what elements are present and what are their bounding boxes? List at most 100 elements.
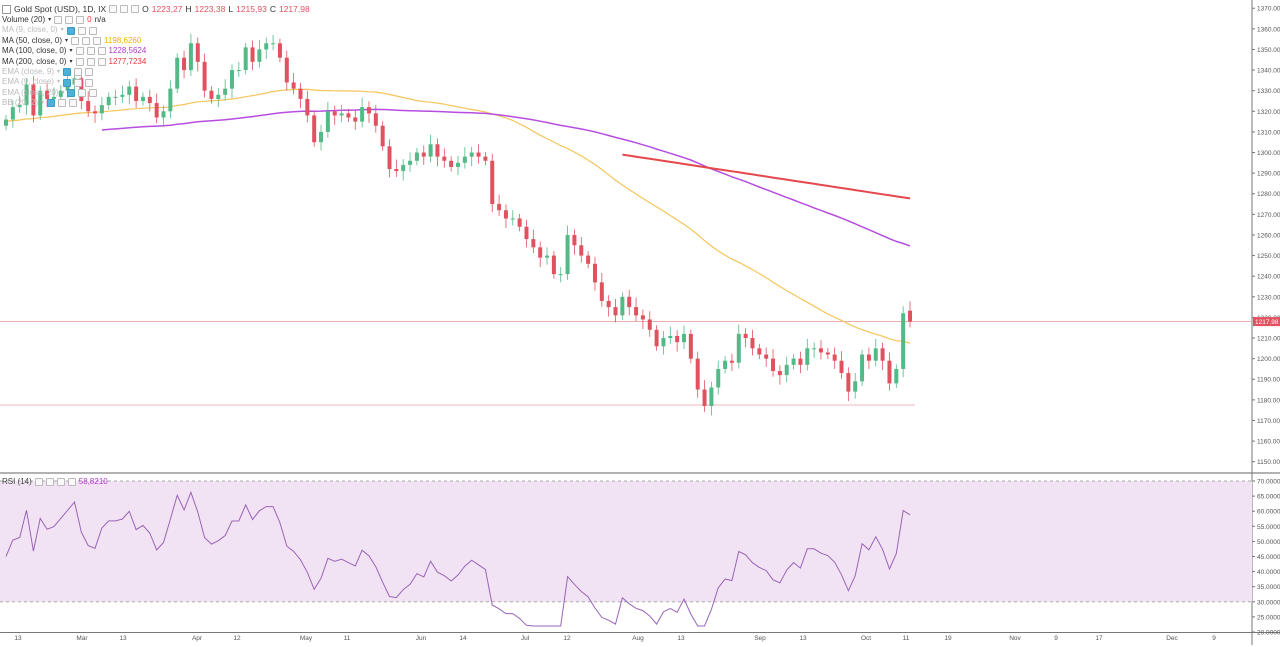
candle-body[interactable] — [45, 90, 50, 99]
candle-body[interactable] — [675, 335, 680, 343]
indicator-control-button[interactable] — [69, 99, 78, 108]
candle-body[interactable] — [134, 86, 139, 101]
candle-body[interactable] — [812, 348, 817, 350]
chevron-down-icon[interactable]: ▾ — [60, 27, 64, 34]
candle-body[interactable] — [538, 247, 543, 258]
indicator-control-button[interactable] — [86, 47, 95, 56]
candle-body[interactable] — [305, 98, 310, 116]
candle-body[interactable] — [236, 70, 241, 72]
candle-body[interactable] — [127, 86, 132, 95]
candle-body[interactable] — [394, 169, 399, 172]
candle-body[interactable] — [592, 263, 597, 283]
candle-body[interactable] — [401, 164, 406, 172]
candle-body[interactable] — [565, 234, 570, 275]
candle-body[interactable] — [647, 319, 652, 330]
rsi-hide-button[interactable] — [34, 477, 43, 486]
candle-body[interactable] — [860, 354, 865, 382]
indicator-control-button[interactable] — [54, 16, 63, 25]
indicator-control-button[interactable] — [58, 99, 67, 108]
candle-body[interactable] — [188, 43, 193, 71]
indicator-row[interactable]: BB (20, 2) ▾ — [2, 98, 310, 108]
candle-body[interactable] — [31, 84, 36, 116]
candle-body[interactable] — [469, 152, 474, 157]
more-button[interactable] — [131, 5, 140, 13]
candle-body[interactable] — [202, 61, 207, 91]
candle-body[interactable] — [497, 204, 502, 211]
candle-body[interactable] — [216, 94, 221, 99]
candle-body[interactable] — [490, 160, 495, 205]
indicator-control-button[interactable] — [66, 26, 75, 35]
candle-body[interactable] — [257, 49, 262, 62]
candle-body[interactable] — [195, 43, 200, 62]
candle-body[interactable] — [360, 107, 365, 122]
candle-body[interactable] — [579, 245, 584, 256]
candle-body[interactable] — [908, 310, 912, 322]
indicator-row[interactable]: MA (50, close, 0) ▾ 1198,6260 — [2, 36, 310, 46]
chevron-down-icon[interactable]: ▾ — [41, 100, 45, 107]
candle-body[interactable] — [894, 368, 899, 384]
candle-body[interactable] — [99, 105, 104, 114]
candle-body[interactable] — [887, 360, 892, 384]
candle-body[interactable] — [531, 239, 536, 248]
candle-body[interactable] — [771, 358, 776, 372]
indicator-control-button[interactable] — [71, 36, 80, 45]
candle-body[interactable] — [702, 389, 707, 407]
indicator-control-button[interactable] — [65, 16, 74, 25]
candle-body[interactable] — [627, 296, 632, 308]
candle-body[interactable] — [428, 144, 433, 157]
candle-body[interactable] — [777, 371, 782, 376]
indicator-row[interactable]: MA (100, close, 0) ▾ 1228,5624 — [2, 46, 310, 56]
indicator-control-button[interactable] — [85, 68, 94, 77]
indicator-control-button[interactable] — [74, 68, 83, 77]
chevron-down-icon[interactable]: ▾ — [57, 79, 61, 86]
candle-body[interactable] — [113, 96, 118, 98]
candle-body[interactable] — [798, 358, 803, 365]
indicator-control-button[interactable] — [67, 88, 76, 97]
candle-body[interactable] — [442, 156, 447, 161]
indicator-control-button[interactable] — [97, 57, 106, 66]
candle-body[interactable] — [161, 111, 166, 118]
candle-body[interactable] — [51, 96, 56, 99]
candle-body[interactable] — [435, 144, 440, 157]
candle-body[interactable] — [613, 307, 618, 316]
candle-body[interactable] — [291, 82, 296, 89]
indicator-row[interactable]: Volume (20) ▾ 0 n/a — [2, 15, 310, 25]
indicator-row[interactable]: EMA (close, 20) ▾ — [2, 88, 310, 98]
candle-body[interactable] — [640, 315, 645, 320]
candle-body[interactable] — [695, 358, 700, 390]
indicator-control-button[interactable] — [74, 78, 83, 87]
candle-body[interactable] — [209, 90, 214, 99]
candle-body[interactable] — [332, 111, 337, 116]
candle-body[interactable] — [853, 381, 858, 392]
chevron-down-icon[interactable]: ▾ — [48, 17, 52, 23]
candle-body[interactable] — [757, 348, 762, 355]
candle-body[interactable] — [65, 84, 70, 91]
candle-body[interactable] — [736, 333, 741, 363]
candle-body[interactable] — [4, 119, 8, 126]
candle-body[interactable] — [140, 96, 145, 101]
candle-body[interactable] — [805, 348, 810, 365]
candle-body[interactable] — [620, 296, 625, 316]
chevron-down-icon[interactable]: ▾ — [65, 37, 69, 44]
candle-body[interactable] — [825, 352, 830, 355]
candle-body[interactable] — [456, 162, 460, 167]
indicator-control-button[interactable] — [63, 68, 72, 77]
candle-body[interactable] — [325, 111, 330, 132]
candle-body[interactable] — [586, 255, 591, 264]
indicator-row[interactable]: MA (200, close, 0) ▾ 1277,7234 — [2, 57, 310, 67]
candle-body[interactable] — [230, 70, 234, 89]
candle-body[interactable] — [380, 125, 385, 147]
candle-body[interactable] — [24, 84, 29, 106]
candle-body[interactable] — [449, 160, 454, 167]
indicator-control-button[interactable] — [78, 88, 87, 97]
candle-body[interactable] — [17, 105, 22, 108]
indicator-control-button[interactable] — [86, 57, 95, 66]
indicator-control-button[interactable] — [75, 47, 84, 56]
indicator-row[interactable]: EMA (9, close) ▾ — [2, 77, 310, 87]
candle-body[interactable] — [243, 47, 248, 71]
candle-body[interactable] — [866, 354, 871, 361]
candle-body[interactable] — [250, 47, 255, 62]
candle-body[interactable] — [729, 360, 734, 363]
candle-body[interactable] — [277, 43, 282, 58]
